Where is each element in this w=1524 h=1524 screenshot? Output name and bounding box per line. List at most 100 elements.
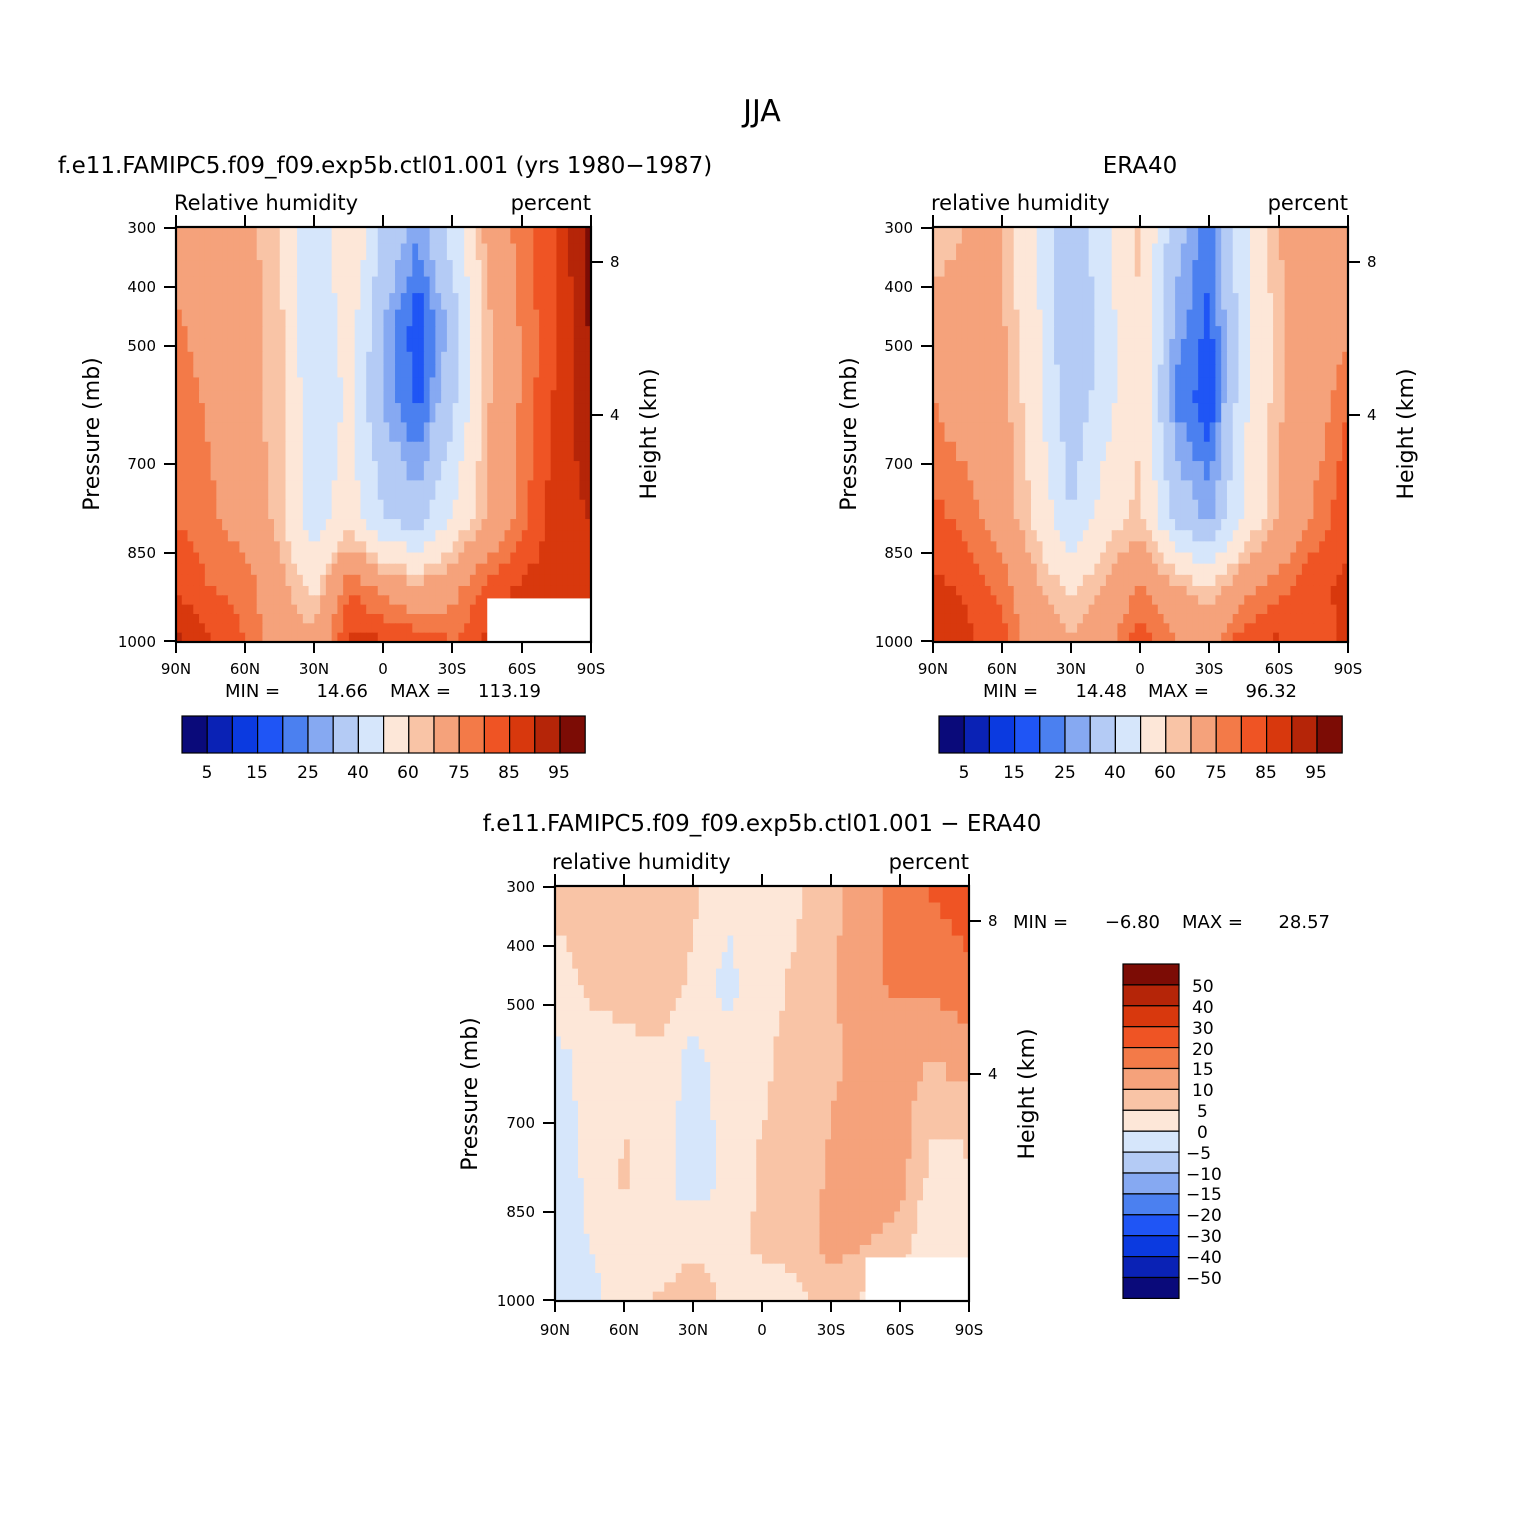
contour-cell xyxy=(441,377,448,391)
contour-cell xyxy=(1152,351,1159,366)
contour-cell xyxy=(510,441,517,462)
contour-cell xyxy=(1244,480,1251,501)
contour-cell xyxy=(1146,499,1153,520)
contour-cell xyxy=(562,461,569,481)
contour-cell xyxy=(550,541,558,554)
contour-cell xyxy=(1255,613,1263,624)
contour-cell xyxy=(279,461,287,481)
contour-cell xyxy=(578,935,585,953)
contour-cell xyxy=(291,422,298,443)
contour-cell xyxy=(469,227,477,245)
contour-cell xyxy=(377,480,385,501)
contour-cell xyxy=(1313,461,1320,481)
contour-cell xyxy=(1065,227,1072,245)
contour-cell xyxy=(967,574,974,587)
contour-cell xyxy=(279,613,287,624)
contour-cell xyxy=(1296,422,1303,443)
contour-cell xyxy=(996,422,1003,443)
contour-cell xyxy=(446,613,454,624)
contour-cell xyxy=(1077,552,1084,565)
contour-cell xyxy=(1094,563,1101,576)
contour-cell xyxy=(675,935,683,953)
contour-cell xyxy=(498,326,506,340)
contour-cell xyxy=(1013,309,1021,327)
contour-cell xyxy=(963,952,970,970)
contour-cell xyxy=(933,563,940,576)
contour-cell xyxy=(493,585,500,596)
contour-cell xyxy=(1111,541,1119,554)
contour-cell xyxy=(664,935,671,953)
contour-cell xyxy=(550,519,558,531)
contour-cell xyxy=(291,293,298,311)
contour-cell xyxy=(302,530,310,542)
contour-cell xyxy=(176,519,183,531)
contour-cell xyxy=(670,952,677,970)
contour-cell xyxy=(481,243,488,261)
contour-cell xyxy=(1186,364,1193,379)
contour-cell xyxy=(1152,563,1159,576)
contour-cell xyxy=(366,623,373,634)
contour-cell xyxy=(1163,585,1170,596)
contour-cell xyxy=(562,519,569,531)
contour-cell xyxy=(1342,293,1349,311)
contour-cell xyxy=(1030,604,1038,615)
contour-cell xyxy=(900,935,907,953)
contour-cell xyxy=(320,574,327,587)
contour-cell xyxy=(944,530,951,542)
contour-cell xyxy=(348,574,356,587)
contour-cell xyxy=(1157,403,1165,424)
contour-cell xyxy=(441,595,448,606)
contour-cell xyxy=(475,595,483,606)
contour-cell xyxy=(635,886,642,904)
contour-cell xyxy=(1221,309,1228,327)
contour-cell xyxy=(1077,403,1084,424)
contour-cell xyxy=(418,403,425,424)
contour-cell xyxy=(233,422,240,443)
contour-cell xyxy=(354,227,362,245)
contour-cell xyxy=(1267,574,1274,587)
contour-cell xyxy=(521,541,529,554)
contour-cell xyxy=(990,326,997,340)
contour-cell xyxy=(176,530,183,542)
contour-cell xyxy=(979,441,986,462)
contour-cell xyxy=(1123,519,1130,531)
contour-cell xyxy=(635,935,642,953)
contour-cell xyxy=(1071,390,1078,404)
contour-cell xyxy=(1255,595,1263,606)
contour-cell xyxy=(944,403,951,424)
contour-cell xyxy=(435,574,442,587)
contour-cell xyxy=(1342,595,1349,606)
contour-cell xyxy=(176,632,183,643)
contour-cell xyxy=(187,276,194,294)
contour-cell xyxy=(1175,403,1182,424)
contour-cell xyxy=(343,377,350,391)
contour-cell xyxy=(1111,519,1119,531)
contour-cell xyxy=(1307,563,1315,576)
contour-cell xyxy=(383,309,390,327)
contour-cell xyxy=(1319,422,1326,443)
contour-cell xyxy=(256,276,264,294)
contour-cell xyxy=(1244,441,1251,462)
contour-cell xyxy=(377,441,385,462)
contour-cell xyxy=(297,243,304,261)
contour-cell xyxy=(1100,293,1107,311)
contour-cell xyxy=(733,935,740,953)
contour-cell xyxy=(1313,243,1320,261)
contour-cell xyxy=(1175,338,1182,353)
contour-cell xyxy=(262,595,269,606)
contour-cell xyxy=(990,227,997,245)
contour-cell xyxy=(297,403,304,424)
contour-cell xyxy=(1140,293,1147,311)
contour-cell xyxy=(1215,403,1222,424)
contour-cell xyxy=(1071,613,1078,624)
contour-cell xyxy=(1244,403,1251,424)
contour-cell xyxy=(204,403,212,424)
contour-cell xyxy=(979,351,986,366)
contour-cell xyxy=(1250,276,1257,294)
contour-cell xyxy=(325,364,333,379)
contour-cell xyxy=(314,403,321,424)
contour-cell xyxy=(227,260,235,278)
contour-cell xyxy=(262,276,269,294)
contour-cell xyxy=(1134,613,1142,624)
contour-cell xyxy=(1094,403,1101,424)
